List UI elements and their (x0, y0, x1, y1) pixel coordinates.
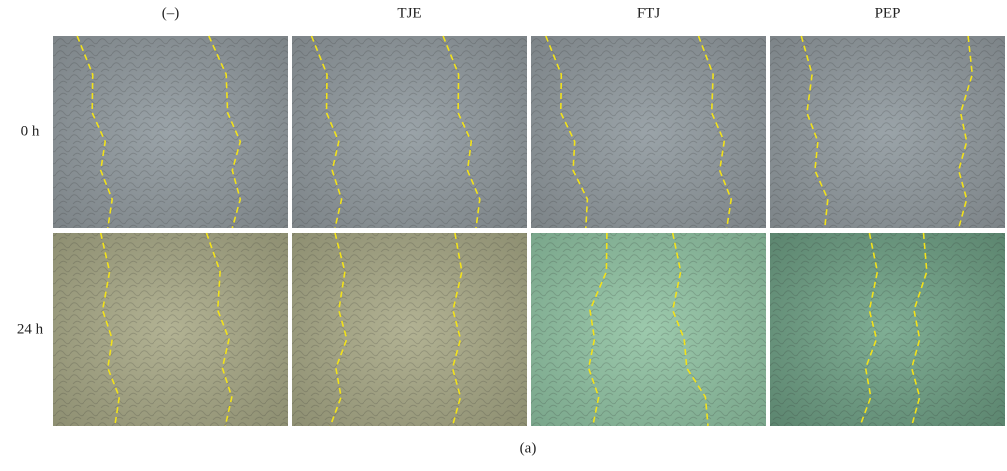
micrograph (292, 35, 527, 229)
column-header: FTJ (637, 5, 661, 21)
row-label: 0 h (21, 123, 40, 139)
wound-edge (697, 35, 733, 229)
cell-texture (53, 36, 288, 228)
cell-texture (292, 233, 527, 426)
cell-texture (531, 233, 766, 426)
wound-edge (208, 35, 242, 229)
cell-texture (292, 36, 527, 228)
wound-edge (76, 35, 114, 229)
micrograph (53, 35, 288, 229)
cell-texture (770, 36, 1005, 228)
micrograph (53, 232, 288, 427)
wound-edge (310, 35, 343, 229)
cell-texture (770, 233, 1005, 426)
micrograph (292, 232, 527, 427)
column-header: TJE (397, 5, 421, 21)
wound-edge (205, 232, 233, 427)
wound-edge (442, 35, 481, 229)
cell-texture (53, 233, 288, 426)
micrograph (531, 232, 766, 427)
column-header: PEP (875, 5, 901, 21)
micrograph (770, 35, 1005, 229)
column-header: (–) (162, 5, 180, 21)
wound-edge (671, 232, 709, 427)
micrograph (531, 35, 766, 229)
wound-edge (545, 35, 589, 229)
row-label: 24 h (17, 321, 44, 337)
caption: (a) (520, 440, 537, 456)
micrograph (770, 232, 1005, 427)
